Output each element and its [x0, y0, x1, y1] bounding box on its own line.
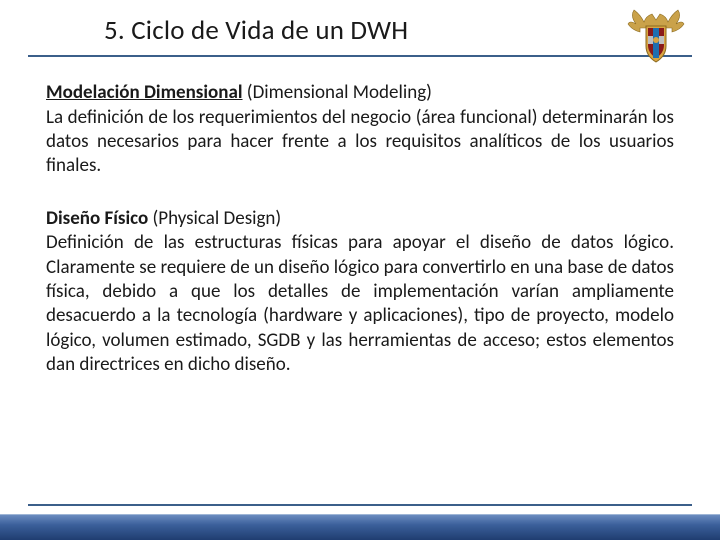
footer-bar [0, 514, 720, 540]
section-body-text: Definición de las estructuras físicas pa… [46, 231, 674, 377]
eagle-shield-crest-icon [626, 6, 686, 66]
slide-title: 5. Ciclo de Vida de un DWH [0, 14, 720, 55]
slide-body: Modelación Dimensional (Dimensional Mode… [0, 57, 720, 377]
slide-header: 5. Ciclo de Vida de un DWH [0, 0, 720, 57]
section-heading: Modelación Dimensional (Dimensional Mode… [46, 81, 674, 106]
heading-emphasis: Diseño Físico [46, 207, 148, 230]
section-body-text: La definición de los requerimientos del … [46, 106, 674, 179]
heading-rest: (Dimensional Modeling) [243, 81, 432, 104]
section-physical-design: Diseño Físico (Physical Design) Definici… [46, 207, 674, 378]
section-heading: Diseño Físico (Physical Design) [46, 207, 674, 232]
heading-rest: (Physical Design) [148, 207, 281, 230]
heading-emphasis: Modelación Dimensional [46, 81, 243, 104]
title-underline [28, 55, 692, 57]
footer-rule [28, 504, 692, 506]
section-dimensional-modeling: Modelación Dimensional (Dimensional Mode… [46, 81, 674, 179]
